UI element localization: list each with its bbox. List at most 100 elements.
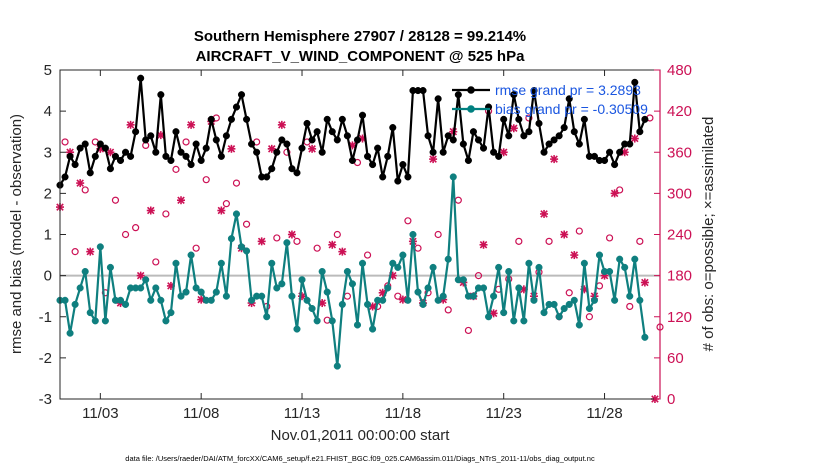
y-left-tick-label: 2 [44,185,52,202]
bias-point [444,255,452,263]
rmse-point [303,119,311,128]
x-axis-label: Nov.01,2011 00:00:00 start [271,427,451,444]
bias-point [479,284,488,292]
rmse-point [580,115,588,123]
rmse-point [207,115,215,123]
bias-point [323,288,331,296]
bias-point [595,251,604,259]
bias-point [338,300,346,308]
possible-obs-point [111,196,120,204]
rmse-point [510,91,518,99]
bias-point [177,292,185,300]
legend: rmse grand pr = 3.2893 bias grand pr = -… [452,82,648,117]
rmse-point [535,119,543,128]
possible-obs-point [172,165,180,173]
possible-obs-point [575,227,583,235]
rmse-point [338,115,346,123]
rmse-point [106,165,114,173]
rmse-point [505,132,513,140]
bias-point [137,284,145,292]
rmse-point [248,140,256,148]
bias-point [555,313,563,321]
legend-dot [467,105,475,113]
rmse-point [197,156,205,165]
rmse-point [439,148,447,156]
bias-point [152,284,160,292]
bias-point [76,284,84,292]
rmse-point [379,173,387,181]
bias-point [157,296,165,304]
rmse-point [449,136,457,144]
possible-obs-point [313,244,321,252]
bias-point [147,296,155,304]
bias-point [263,313,271,321]
bias-point [313,317,321,325]
bias-point [232,210,241,218]
rmse-point [525,128,533,136]
bias-point [520,317,528,325]
bias-point [101,317,109,325]
possible-obs-point [585,313,594,321]
bias-point [510,317,518,325]
rmse-point [293,169,301,177]
chart-title: Southern Hemisphere 27907 / 28128 = 99.2… [194,28,526,45]
bias-point [364,300,372,308]
bias-point [308,304,316,313]
y-left-tick-label: 3 [44,144,52,161]
assimilated-obs-point [338,247,347,256]
bias-point [268,259,276,267]
rmse-point [76,144,84,152]
possible-obs-point [333,230,341,239]
bias-point [86,309,94,317]
rmse-point [444,132,452,140]
assimilated-obs-point [126,120,135,129]
bias-point [343,267,351,276]
assimilated-obs-point [509,124,518,133]
rmse-point [419,87,427,95]
rmse-point [550,136,558,144]
assimilated-obs-point [640,278,649,287]
rmse-point [81,140,89,148]
possible-obs-point [222,200,230,208]
rmse-point [333,136,341,144]
rmse-point [232,103,241,111]
rmse-point [278,136,286,144]
possible-obs-point [605,234,614,242]
assimilated-obs-point [277,120,286,129]
rmse-point [91,152,99,160]
bias-point [217,259,225,267]
bias-point [66,329,74,337]
rmse-point [273,148,281,156]
rmse-point [389,124,397,132]
bias-point [570,296,578,304]
bias-point [525,259,533,267]
bias-point [273,284,281,292]
bias-point [530,296,538,304]
rmse-point [318,148,326,156]
rmse-point [298,144,306,152]
rmse-point [192,140,200,148]
bias-point [81,267,89,276]
rmse-point [137,74,145,82]
y-left-tick-label: 1 [44,227,52,244]
rmse-point [641,115,649,123]
bias-point [106,263,114,271]
legend-rmse-marker [452,86,490,94]
bias-point [606,267,614,276]
rmse-point [555,132,563,140]
bias-point [298,276,306,284]
assimilated-obs-point [287,230,296,239]
x-tick-label: 11/18 [385,405,421,422]
chart-subtitle: AIRCRAFT_V_WIND_COMPONENT @ 525 hPa [196,48,526,65]
rmse-point [545,140,553,148]
possible-obs-point [434,230,442,239]
legend-rmse-label: rmse grand pr = 3.2893 [495,82,641,98]
possible-obs-point [61,138,69,146]
rmse-point [459,140,467,148]
y-right-tick-label: 240 [667,227,692,244]
bias-point [61,296,69,304]
bias-point [348,280,356,288]
assimilated-obs-point [76,179,85,188]
rmse-point [71,161,79,169]
rmse-point [490,148,498,156]
